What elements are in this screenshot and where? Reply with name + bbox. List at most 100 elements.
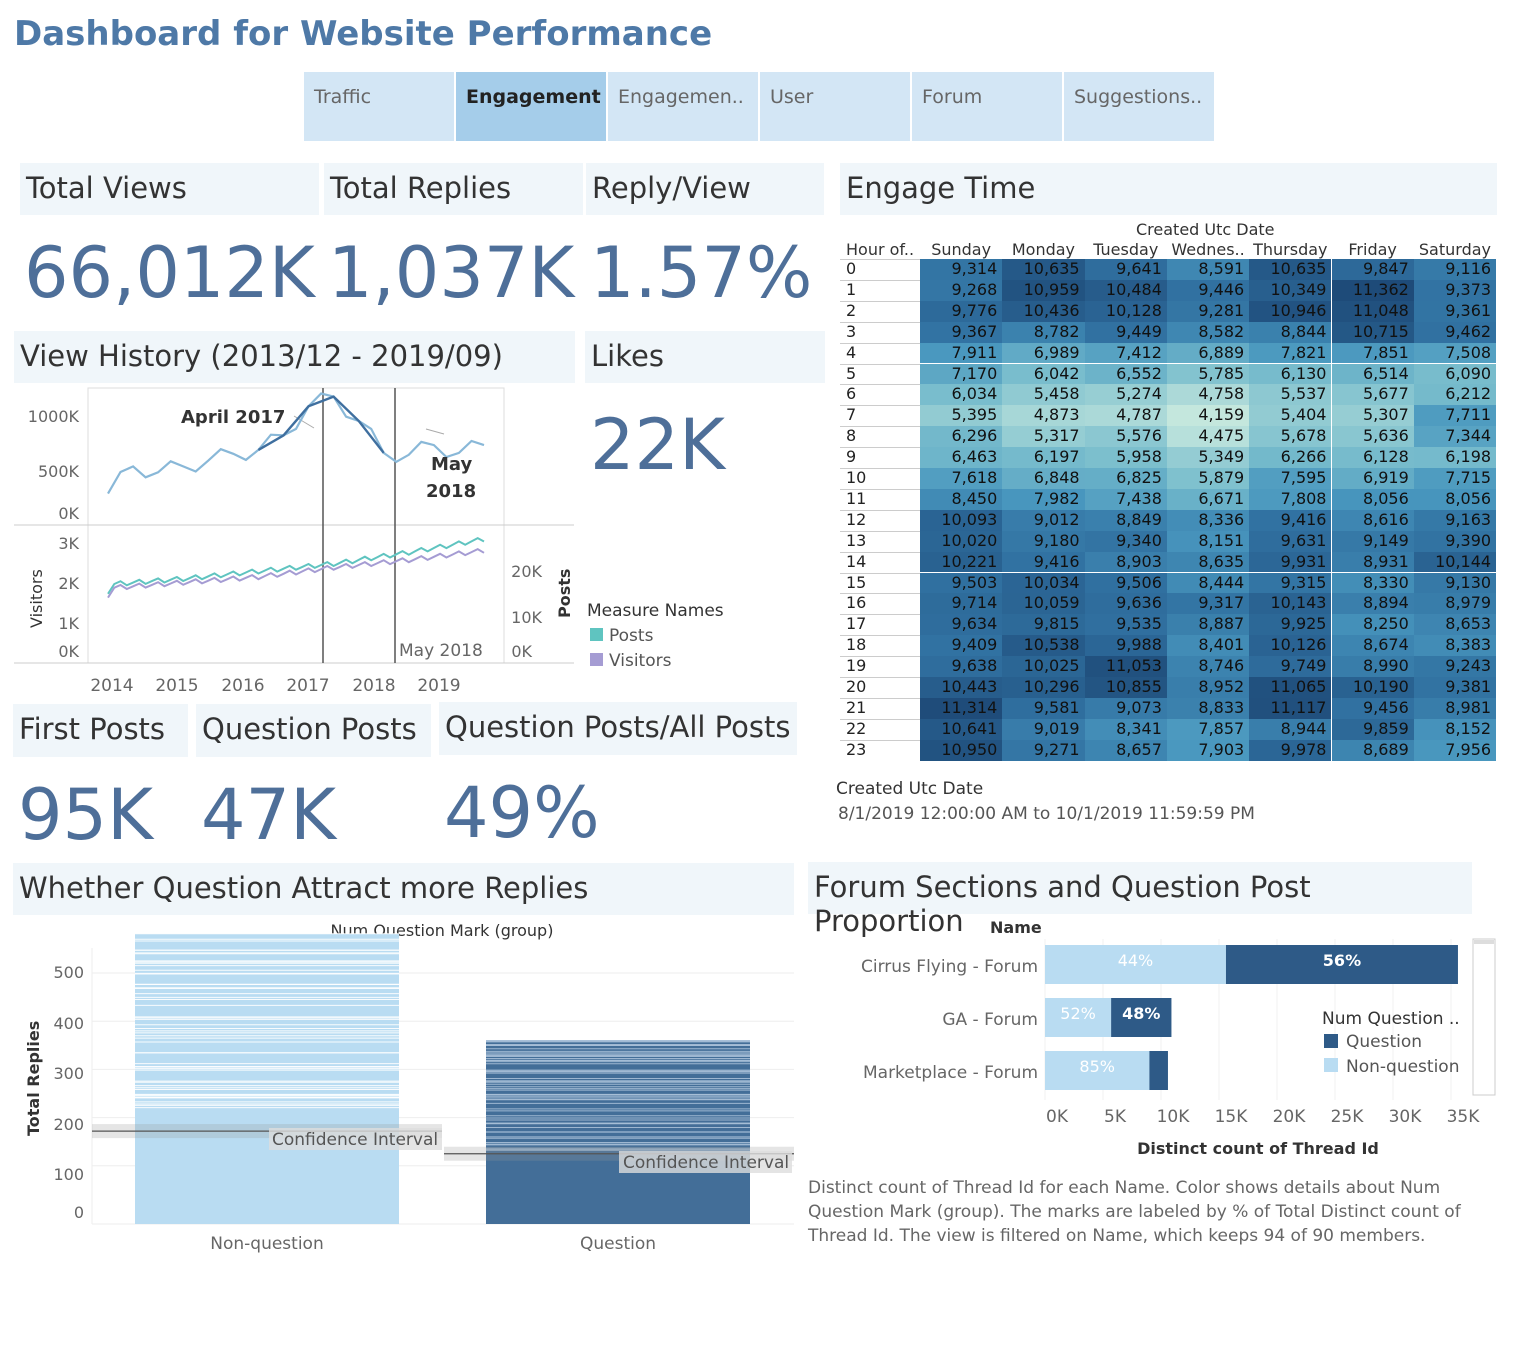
heatmap-cell[interactable]: 9,163 [1413, 509, 1497, 531]
heatmap-cell[interactable]: 9,390 [1413, 530, 1497, 552]
heatmap-cell[interactable]: 9,631 [1249, 530, 1332, 552]
heatmap-cell[interactable]: 6,552 [1084, 363, 1167, 385]
heatmap-cell[interactable]: 9,988 [1084, 635, 1167, 657]
heatmap-cell[interactable]: 9,859 [1331, 718, 1414, 740]
heatmap-cell[interactable]: 7,412 [1084, 342, 1167, 364]
heatmap-cell[interactable]: 9,847 [1331, 259, 1414, 280]
heatmap-cell[interactable]: 9,149 [1331, 530, 1414, 552]
heatmap-cell[interactable]: 10,093 [920, 509, 1003, 531]
heatmap-cell[interactable]: 8,833 [1166, 697, 1250, 719]
heatmap-cell[interactable]: 6,671 [1166, 488, 1250, 510]
heatmap-cell[interactable]: 9,281 [1166, 300, 1250, 322]
heatmap-cell[interactable]: 8,056 [1413, 488, 1497, 510]
heatmap-cell[interactable]: 5,677 [1331, 384, 1414, 406]
heatmap-cell[interactable]: 4,758 [1166, 384, 1250, 406]
heatmap-cell[interactable]: 9,367 [920, 321, 1003, 343]
heatmap-cell[interactable]: 9,506 [1084, 572, 1167, 594]
heatmap-cell[interactable]: 5,458 [1002, 384, 1085, 406]
heatmap-cell[interactable]: 9,409 [920, 635, 1003, 657]
heatmap-cell[interactable]: 7,851 [1331, 342, 1414, 364]
heatmap-cell[interactable]: 8,444 [1166, 572, 1250, 594]
heatmap-cell[interactable]: 8,894 [1331, 593, 1414, 615]
heatmap-cell[interactable]: 6,130 [1249, 363, 1332, 385]
heatmap-cell[interactable]: 9,714 [920, 593, 1003, 615]
heatmap-cell[interactable]: 10,436 [1002, 300, 1085, 322]
heatmap-cell[interactable]: 9,019 [1002, 718, 1085, 740]
legend-item-posts[interactable]: Posts [590, 626, 653, 646]
heatmap-cell[interactable]: 10,946 [1249, 300, 1332, 322]
heatmap-cell[interactable]: 10,190 [1331, 677, 1414, 698]
heatmap-cell[interactable]: 9,749 [1249, 656, 1332, 677]
heatmap-cell[interactable]: 11,053 [1084, 656, 1167, 677]
heatmap-cell[interactable]: 10,126 [1249, 635, 1332, 657]
heatmap-cell[interactable]: 9,130 [1413, 572, 1497, 594]
heatmap-cell[interactable]: 5,636 [1331, 426, 1414, 448]
heatmap-cell[interactable]: 8,903 [1084, 551, 1167, 573]
heatmap-cell[interactable]: 5,317 [1002, 426, 1085, 448]
heatmap-cell[interactable]: 9,641 [1084, 259, 1167, 280]
heatmap-cell[interactable]: 9,381 [1413, 677, 1497, 698]
heatmap-cell[interactable]: 7,808 [1249, 488, 1332, 510]
heatmap-cell[interactable]: 10,128 [1084, 300, 1167, 322]
heatmap-cell[interactable]: 5,958 [1084, 447, 1167, 468]
heatmap-cell[interactable]: 6,514 [1331, 363, 1414, 385]
heatmap-cell[interactable]: 9,416 [1249, 509, 1332, 531]
heatmap-cell[interactable]: 8,990 [1331, 656, 1414, 677]
heatmap-cell[interactable]: 5,274 [1084, 384, 1167, 406]
heatmap-cell[interactable]: 10,349 [1249, 279, 1332, 301]
heatmap-cell[interactable]: 9,180 [1002, 530, 1085, 552]
heatmap-cell[interactable]: 10,020 [920, 530, 1003, 552]
heatmap-cell[interactable]: 8,782 [1002, 321, 1085, 343]
heatmap-cell[interactable]: 6,212 [1413, 384, 1497, 406]
heatmap-cell[interactable]: 10,059 [1002, 593, 1085, 615]
heatmap-cell[interactable]: 8,844 [1249, 321, 1332, 343]
heatmap-cell[interactable]: 10,296 [1002, 677, 1085, 698]
heatmap-cell[interactable]: 10,715 [1331, 321, 1414, 343]
heatmap-cell[interactable]: 8,250 [1331, 614, 1414, 636]
heatmap-cell[interactable]: 9,361 [1413, 300, 1497, 322]
heatmap-cell[interactable]: 7,618 [920, 468, 1003, 489]
heatmap-cell[interactable]: 7,508 [1413, 342, 1497, 364]
heatmap-cell[interactable]: 10,025 [1002, 656, 1085, 677]
heatmap-cell[interactable]: 6,989 [1002, 342, 1085, 364]
heatmap-cell[interactable]: 6,296 [920, 426, 1003, 448]
tab-user[interactable]: User [760, 72, 911, 141]
heatmap-cell[interactable]: 11,117 [1249, 697, 1332, 719]
heatmap-cell[interactable]: 10,034 [1002, 572, 1085, 594]
heatmap-cell[interactable]: 8,981 [1413, 697, 1497, 719]
heatmap-cell[interactable]: 5,879 [1166, 468, 1250, 489]
heatmap-cell[interactable]: 5,349 [1166, 447, 1250, 468]
heatmap-cell[interactable]: 9,446 [1166, 279, 1250, 301]
heatmap-cell[interactable]: 11,048 [1331, 300, 1414, 322]
heatmap-cell[interactable]: 6,198 [1413, 447, 1497, 468]
heatmap-cell[interactable]: 10,855 [1084, 677, 1167, 698]
heatmap-cell[interactable]: 8,887 [1166, 614, 1250, 636]
heatmap-cell[interactable]: 7,438 [1084, 488, 1167, 510]
heatmap-cell[interactable]: 8,952 [1166, 677, 1250, 698]
heatmap-cell[interactable]: 9,373 [1413, 279, 1497, 301]
heatmap-cell[interactable]: 10,144 [1413, 551, 1497, 573]
heatmap-cell[interactable]: 9,416 [1002, 551, 1085, 573]
heatmap-cell[interactable]: 6,197 [1002, 447, 1085, 468]
heatmap-cell[interactable]: 9,012 [1002, 509, 1085, 531]
heatmap-cell[interactable]: 6,825 [1084, 468, 1167, 489]
fs-bar-question[interactable] [1225, 945, 1458, 984]
heatmap-cell[interactable]: 6,889 [1166, 342, 1250, 364]
heatmap-cell[interactable]: 9,317 [1166, 593, 1250, 615]
heatmap-cell[interactable]: 9,634 [920, 614, 1003, 636]
heatmap-cell[interactable]: 9,535 [1084, 614, 1167, 636]
heatmap-cell[interactable]: 8,152 [1413, 718, 1497, 740]
heatmap-cell[interactable]: 10,635 [1249, 259, 1332, 280]
date-filter-value[interactable]: 8/1/2019 12:00:00 AM to 10/1/2019 11:59:… [838, 804, 1255, 824]
fs-scrollbar-thumb[interactable] [1474, 940, 1494, 944]
fs-bar-nonquestion[interactable] [1045, 1051, 1150, 1090]
heatmap-cell[interactable]: 8,979 [1413, 593, 1497, 615]
heatmap-cell[interactable]: 8,582 [1166, 321, 1250, 343]
heatmap-cell[interactable]: 7,170 [920, 363, 1003, 385]
heatmap-cell[interactable]: 8,616 [1331, 509, 1414, 531]
heatmap-cell[interactable]: 6,919 [1331, 468, 1414, 489]
heatmap-cell[interactable]: 4,873 [1002, 405, 1085, 427]
heatmap-cell[interactable]: 8,450 [920, 488, 1003, 510]
heatmap-cell[interactable]: 6,090 [1413, 363, 1497, 385]
heatmap-cell[interactable]: 7,903 [1166, 739, 1250, 761]
